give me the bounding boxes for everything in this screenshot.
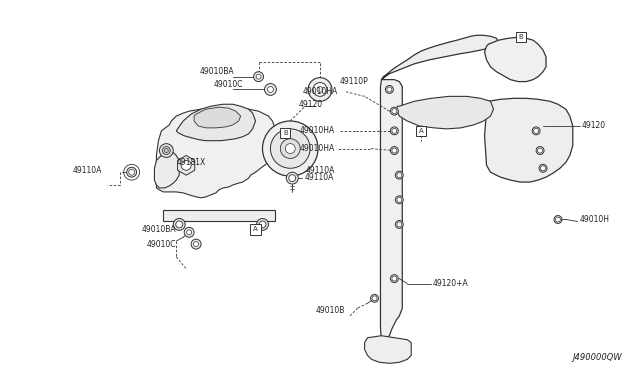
Circle shape xyxy=(556,217,561,222)
Circle shape xyxy=(184,227,194,237)
Circle shape xyxy=(539,164,547,172)
Circle shape xyxy=(390,107,398,115)
Circle shape xyxy=(554,215,562,224)
Bar xyxy=(250,224,261,235)
Circle shape xyxy=(194,242,198,247)
Polygon shape xyxy=(194,107,241,128)
Circle shape xyxy=(173,218,185,230)
Text: A: A xyxy=(419,128,424,134)
Text: 49120: 49120 xyxy=(298,100,323,109)
Circle shape xyxy=(253,72,264,81)
Circle shape xyxy=(289,175,296,182)
Circle shape xyxy=(541,166,545,171)
Text: 49110A: 49110A xyxy=(305,166,335,175)
Circle shape xyxy=(256,74,261,79)
Text: 49010HA: 49010HA xyxy=(300,144,335,153)
Circle shape xyxy=(257,218,268,230)
Polygon shape xyxy=(381,35,499,80)
Circle shape xyxy=(534,128,539,133)
Text: 49110A: 49110A xyxy=(72,166,102,175)
Text: B: B xyxy=(519,34,524,40)
Circle shape xyxy=(396,171,403,179)
Circle shape xyxy=(285,144,295,154)
Polygon shape xyxy=(154,153,179,188)
Text: 49010BA: 49010BA xyxy=(141,225,176,234)
Circle shape xyxy=(385,86,394,93)
Bar xyxy=(516,32,526,42)
Text: 49010HA: 49010HA xyxy=(303,87,338,96)
Text: A: A xyxy=(253,226,258,232)
Circle shape xyxy=(280,139,300,158)
Text: 49010C: 49010C xyxy=(213,80,243,89)
Circle shape xyxy=(397,173,402,177)
Text: 49181X: 49181X xyxy=(177,158,206,167)
Circle shape xyxy=(159,144,173,157)
Polygon shape xyxy=(484,98,573,182)
Polygon shape xyxy=(163,210,275,221)
Bar xyxy=(280,128,291,138)
Polygon shape xyxy=(484,37,546,81)
Polygon shape xyxy=(156,108,275,198)
Circle shape xyxy=(264,84,276,95)
Circle shape xyxy=(372,296,377,301)
Text: 49010C: 49010C xyxy=(147,240,176,248)
Text: 49010HA: 49010HA xyxy=(300,126,335,135)
Circle shape xyxy=(127,167,136,177)
Text: 49110P: 49110P xyxy=(340,77,369,86)
Text: 49120+A: 49120+A xyxy=(433,279,468,288)
Text: 49010H: 49010H xyxy=(580,215,610,224)
Circle shape xyxy=(396,196,403,204)
Circle shape xyxy=(271,129,310,168)
Circle shape xyxy=(317,87,323,92)
Circle shape xyxy=(313,83,327,96)
Circle shape xyxy=(163,147,170,154)
Circle shape xyxy=(392,276,397,281)
Text: 49010B: 49010B xyxy=(316,306,345,315)
Circle shape xyxy=(387,87,392,92)
Circle shape xyxy=(390,147,398,154)
Circle shape xyxy=(538,148,543,153)
Circle shape xyxy=(390,127,398,135)
Circle shape xyxy=(371,294,378,302)
Circle shape xyxy=(176,221,182,228)
Polygon shape xyxy=(365,336,412,363)
Polygon shape xyxy=(380,80,403,347)
Text: 49010BA: 49010BA xyxy=(199,67,234,76)
Circle shape xyxy=(308,78,332,101)
Circle shape xyxy=(262,121,318,176)
Circle shape xyxy=(392,148,397,153)
Circle shape xyxy=(536,147,544,154)
Polygon shape xyxy=(176,104,255,141)
Circle shape xyxy=(187,230,191,235)
Circle shape xyxy=(268,87,273,92)
Circle shape xyxy=(392,109,397,113)
Polygon shape xyxy=(177,155,195,175)
Circle shape xyxy=(396,221,403,228)
Text: J490000QW: J490000QW xyxy=(573,353,622,362)
Circle shape xyxy=(129,169,134,175)
Text: 49120: 49120 xyxy=(582,121,606,131)
Bar xyxy=(416,126,426,136)
Polygon shape xyxy=(396,96,493,129)
Text: B: B xyxy=(283,130,287,136)
Circle shape xyxy=(390,275,398,283)
Circle shape xyxy=(286,172,298,184)
Circle shape xyxy=(392,128,397,133)
Circle shape xyxy=(532,127,540,135)
Circle shape xyxy=(397,197,402,202)
Circle shape xyxy=(259,221,266,228)
Circle shape xyxy=(397,222,402,227)
Circle shape xyxy=(191,239,201,249)
Text: 49110A: 49110A xyxy=(304,173,333,182)
Circle shape xyxy=(164,148,168,153)
Circle shape xyxy=(181,160,191,170)
